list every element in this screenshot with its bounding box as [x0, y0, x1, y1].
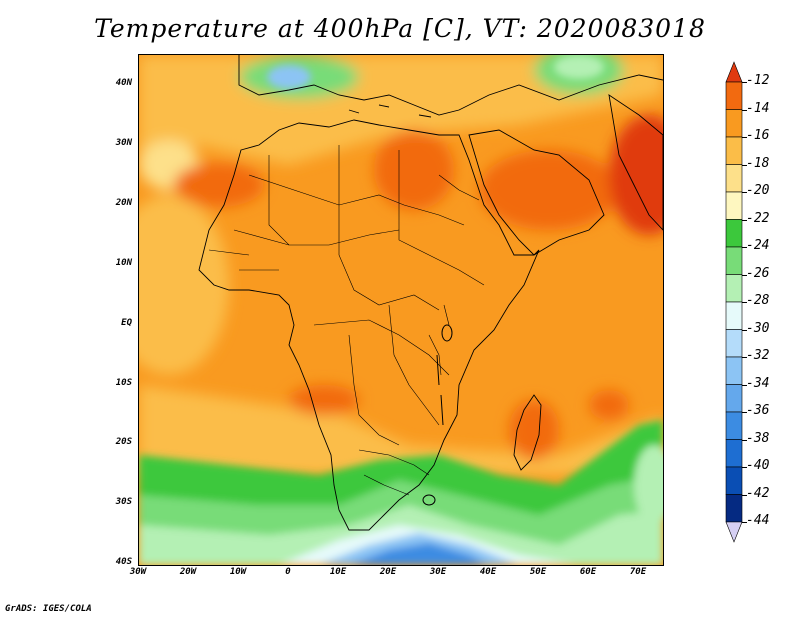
hot-indian-ocean	[589, 390, 629, 420]
colorbar-swatch	[725, 439, 743, 468]
hot-angola	[289, 385, 359, 415]
x-label-10e: 10E	[329, 567, 347, 577]
colorbar-tick	[742, 357, 747, 358]
colorbar-tick	[742, 82, 747, 83]
colorbar-swatch	[725, 329, 743, 358]
hot-west-sahara	[174, 163, 264, 207]
colorbar-tick	[742, 164, 747, 166]
hot-india	[609, 115, 663, 235]
colorbar-label: -34	[746, 375, 770, 391]
madagascar	[513, 394, 542, 471]
colorbar-label: -42	[746, 485, 770, 501]
x-label-0: 0	[285, 567, 291, 577]
colorbar-swatch	[725, 164, 743, 193]
colorbar-swatch	[725, 246, 743, 275]
colorbar	[725, 61, 743, 543]
colorbar-swatch	[725, 274, 743, 303]
arabia	[468, 129, 605, 256]
colorbar-tick	[742, 192, 747, 193]
hot-arabia	[479, 150, 619, 230]
y-label-30n: 30N	[115, 138, 132, 148]
colorbar-swatch	[725, 356, 743, 385]
x-label-60e: 60E	[579, 567, 597, 577]
colorbar-swatch	[725, 494, 743, 523]
colorbar-swatch	[725, 384, 743, 413]
colorbar-tick	[742, 384, 747, 386]
x-label-20e: 20E	[379, 567, 397, 577]
mediterranean-islands	[348, 104, 432, 118]
colorbar-tick	[742, 412, 747, 413]
colorbar-swatch	[725, 191, 743, 220]
colorbar-label: -16	[746, 128, 770, 143]
africa-coastline	[198, 119, 540, 531]
y-label-10s: 10S	[115, 378, 132, 388]
x-label-20w: 20W	[179, 567, 197, 577]
colorbar-swatch	[725, 219, 743, 248]
colorbar-tick	[742, 494, 747, 496]
colorbar-label: -38	[746, 430, 770, 446]
colorbar-label: -24	[746, 238, 770, 253]
south-blue	[349, 543, 489, 565]
x-label-50e: 50E	[529, 567, 547, 577]
x-label-40e: 40E	[479, 567, 497, 577]
colorbar-label: -28	[746, 293, 770, 308]
southeast-cold	[634, 445, 663, 525]
colorbar-label: -22	[746, 210, 770, 226]
hot-libya	[374, 130, 454, 210]
colorbar-bottom-arrow	[725, 521, 743, 543]
cold-iberia-blue	[267, 65, 311, 89]
temperature-map	[138, 54, 664, 566]
y-label-40s: 40S	[115, 557, 132, 567]
colorbar-tick	[742, 274, 747, 276]
colorbar-swatch	[725, 81, 743, 110]
colorbar-swatch	[725, 301, 743, 330]
colorbar-label: -44	[746, 513, 770, 528]
colorbar-swatch	[725, 466, 743, 495]
colorbar-tick	[742, 302, 747, 303]
y-label-eq: EQ	[121, 318, 132, 328]
y-label-20s: 20S	[115, 437, 132, 447]
country-borders	[208, 145, 485, 496]
colorbar-tick	[742, 329, 747, 331]
colorbar-swatch	[725, 411, 743, 440]
colorbar-tick	[742, 137, 747, 138]
south-light-band	[139, 385, 663, 475]
colorbar-tick	[742, 439, 747, 441]
y-label-40n: 40N	[115, 78, 132, 88]
colorbar-label: -32	[746, 348, 770, 363]
cold-caspian-light	[554, 55, 604, 79]
x-label-70e: 70E	[629, 567, 647, 577]
colorbar-tick	[742, 467, 747, 468]
colorbar-top-arrow	[725, 61, 743, 83]
x-label-30w: 30W	[129, 567, 147, 577]
x-label-10w: 10W	[229, 567, 247, 577]
colorbar-swatch	[725, 136, 743, 165]
y-label-30s: 30S	[115, 497, 132, 507]
colorbar-label: -18	[746, 155, 770, 171]
colorbar-label: -14	[746, 100, 770, 116]
colorbar-tick	[742, 522, 747, 523]
colorbar-label: -20	[746, 183, 770, 198]
colorbar-tick	[742, 219, 747, 221]
coastlines	[198, 55, 663, 531]
colorbar-tick	[742, 247, 747, 248]
y-label-10n: 10N	[115, 258, 132, 268]
colorbar-label: -30	[746, 320, 770, 336]
colorbar-swatch	[725, 109, 743, 138]
credit-footer: GrADS: IGES/COLA	[5, 604, 92, 614]
colorbar-label: -12	[746, 73, 770, 88]
colorbar-label: -40	[746, 458, 770, 473]
y-label-20n: 20N	[115, 198, 132, 208]
hot-madagascar	[509, 400, 559, 460]
colorbar-tick	[742, 109, 747, 111]
map-title: Temperature at 400hPa [C], VT: 202008301…	[94, 14, 706, 43]
colorbar-label: -36	[746, 403, 770, 418]
x-label-30e: 30E	[429, 567, 447, 577]
europe-coast	[238, 55, 663, 116]
lakes	[422, 324, 453, 506]
colorbar-label: -26	[746, 265, 770, 281]
india	[608, 94, 663, 231]
